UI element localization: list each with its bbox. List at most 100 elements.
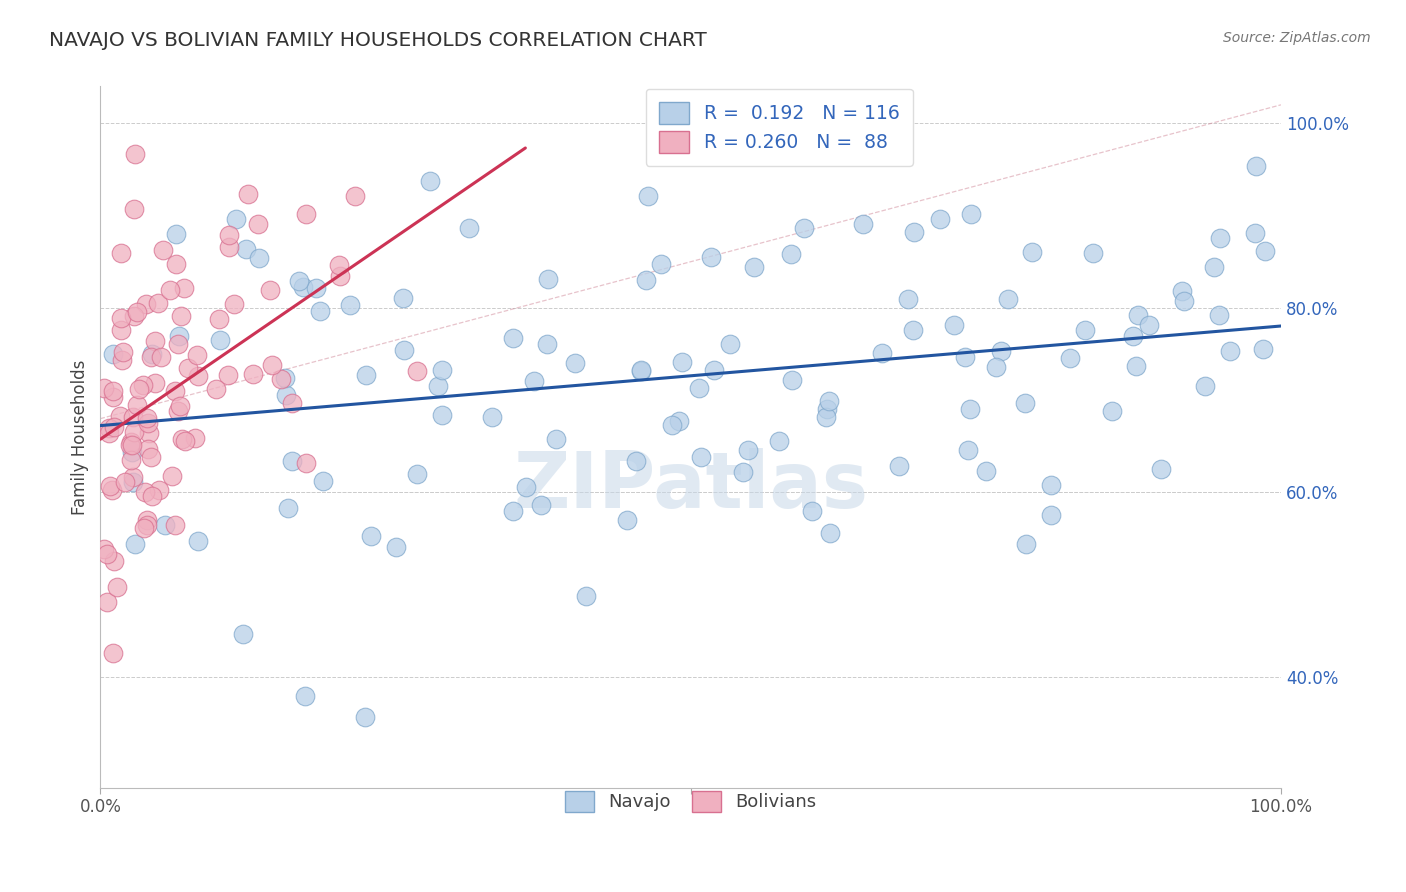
Point: [281, 396, 304, 410]
Point: [896, 292, 918, 306]
Point: [138, 442, 160, 456]
Point: [141, 489, 163, 503]
Point: [815, 409, 838, 424]
Point: [1074, 323, 1097, 337]
Point: [167, 329, 190, 343]
Point: [661, 417, 683, 432]
Point: [125, 398, 148, 412]
Point: [903, 225, 925, 239]
Point: [139, 450, 162, 464]
Point: [128, 382, 150, 396]
Point: [139, 350, 162, 364]
Point: [110, 311, 132, 326]
Point: [159, 283, 181, 297]
Point: [544, 432, 567, 446]
Point: [901, 323, 924, 337]
Point: [163, 384, 186, 399]
Point: [247, 251, 270, 265]
Point: [235, 243, 257, 257]
Point: [295, 456, 318, 470]
Point: [1150, 462, 1173, 476]
Point: [247, 217, 270, 231]
Point: [103, 384, 125, 398]
Point: [259, 283, 281, 297]
Point: [166, 404, 188, 418]
Point: [779, 247, 801, 261]
Point: [768, 434, 790, 448]
Point: [132, 521, 155, 535]
Point: [481, 409, 503, 424]
Point: [523, 374, 546, 388]
Point: [225, 211, 247, 226]
Point: [153, 517, 176, 532]
Point: [120, 435, 142, 450]
Point: [1202, 260, 1225, 274]
Point: [288, 274, 311, 288]
Point: [166, 257, 188, 271]
Point: [718, 337, 741, 351]
Point: [671, 355, 693, 369]
Point: [236, 187, 259, 202]
Point: [457, 221, 479, 235]
Point: [173, 281, 195, 295]
Point: [564, 356, 586, 370]
Point: [121, 438, 143, 452]
Point: [177, 361, 200, 376]
Point: [700, 250, 723, 264]
Point: [232, 627, 254, 641]
Point: [108, 409, 131, 423]
Point: [93, 542, 115, 557]
Point: [125, 305, 148, 319]
Point: [121, 445, 143, 459]
Point: [134, 485, 156, 500]
Point: [690, 450, 713, 464]
Point: [132, 377, 155, 392]
Point: [537, 272, 560, 286]
Point: [1194, 379, 1216, 393]
Point: [392, 343, 415, 358]
Point: [385, 540, 408, 554]
Point: [141, 347, 163, 361]
Point: [1015, 536, 1038, 550]
Point: [1040, 508, 1063, 523]
Point: [536, 337, 558, 351]
Point: [112, 345, 135, 359]
Point: [1059, 351, 1081, 366]
Point: [688, 381, 710, 395]
Point: [98, 479, 121, 493]
Point: [1039, 477, 1062, 491]
Point: [305, 281, 328, 295]
Point: [218, 240, 240, 254]
Point: [120, 438, 142, 452]
Point: [637, 189, 659, 203]
Point: [122, 469, 145, 483]
Point: [793, 221, 815, 235]
Point: [800, 504, 823, 518]
Point: [575, 589, 598, 603]
Point: [1173, 293, 1195, 308]
Point: [103, 554, 125, 568]
Point: [135, 297, 157, 311]
Point: [122, 425, 145, 439]
Point: [430, 362, 453, 376]
Point: [110, 323, 132, 337]
Point: [93, 381, 115, 395]
Point: [737, 442, 759, 457]
Point: [103, 347, 125, 361]
Point: [110, 352, 132, 367]
Point: [217, 368, 239, 382]
Point: [148, 483, 170, 498]
Point: [1170, 284, 1192, 298]
Point: [136, 416, 159, 430]
Point: [818, 393, 841, 408]
Point: [630, 363, 652, 377]
Point: [1122, 329, 1144, 343]
Point: [295, 207, 318, 221]
Point: [222, 297, 245, 311]
Point: [114, 475, 136, 489]
Text: Source: ZipAtlas.com: Source: ZipAtlas.com: [1223, 31, 1371, 45]
Point: [419, 174, 441, 188]
Point: [344, 188, 367, 202]
Point: [184, 431, 207, 445]
Point: [1253, 342, 1275, 356]
